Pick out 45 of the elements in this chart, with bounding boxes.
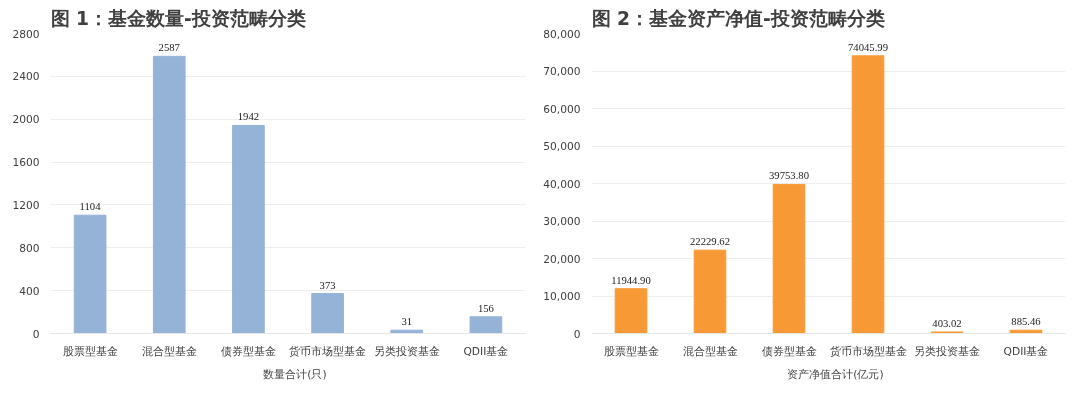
x-tick-label: 货币市场型基金	[289, 344, 367, 358]
y-tick-label: 2000	[12, 113, 40, 127]
x-tick-label: QDII基金	[463, 344, 509, 358]
data-label: 39753.80	[769, 170, 809, 182]
x-tick-label: 混合型基金	[682, 344, 738, 358]
y-tick-label: 70,000	[543, 65, 581, 78]
data-label: 11944.90	[611, 274, 651, 286]
y-tick-label: 50,000	[543, 140, 581, 153]
text: 数量合计(只)	[263, 368, 327, 382]
data-label: 885.46	[1011, 316, 1042, 328]
data-label: 156	[477, 302, 495, 314]
data-label: 373	[319, 279, 336, 291]
y-tick-label: 0	[32, 327, 40, 341]
y-tick-label: 0	[573, 327, 581, 341]
y-tick-label: 400	[19, 284, 40, 298]
data-label: 31	[401, 316, 413, 328]
data-label: 2587	[158, 42, 181, 54]
y-tick-label: 2400	[12, 70, 40, 84]
x-tick-label: QDII基金	[1003, 344, 1049, 358]
chart-title: 图 2：基金资产净值-投资范畴分类	[591, 7, 885, 29]
y-tick-label: 2800	[12, 27, 40, 41]
data-label: 74045.99	[848, 41, 888, 53]
y-tick-label: 80,000	[543, 27, 581, 41]
y-tick-label: 1200	[12, 198, 40, 212]
x-tick-label: 另类投资基金	[914, 344, 980, 358]
text: 资产净值合计(亿元)	[787, 368, 884, 382]
x-tick-label: 债券型基金	[761, 344, 817, 358]
y-tick-label: 1600	[12, 156, 40, 170]
y-tick-label: 60,000	[543, 102, 581, 116]
data-label: 22229.62	[690, 236, 730, 248]
data-label: 403.02	[932, 317, 962, 329]
x-tick-label: 混合型基金	[141, 344, 197, 358]
x-tick-label: 债券型基金	[220, 344, 276, 358]
y-tick-label: 10,000	[543, 290, 581, 303]
y-tick-label: 800	[19, 241, 40, 255]
data-label: 1104	[79, 201, 102, 213]
x-tick-label: 货币市场型基金	[829, 344, 907, 358]
x-tick-label: 另类投资基金	[373, 344, 440, 358]
y-tick-label: 20,000	[543, 252, 581, 266]
chart-title: 图 1：基金数量-投资范畴分类	[50, 7, 306, 29]
y-tick-label: 30,000	[543, 215, 581, 228]
data-label: 1942	[237, 111, 260, 123]
x-tick-label: 股票型基金	[603, 344, 659, 358]
y-tick-label: 40,000	[543, 177, 581, 191]
x-tick-label: 股票型基金	[62, 344, 118, 358]
